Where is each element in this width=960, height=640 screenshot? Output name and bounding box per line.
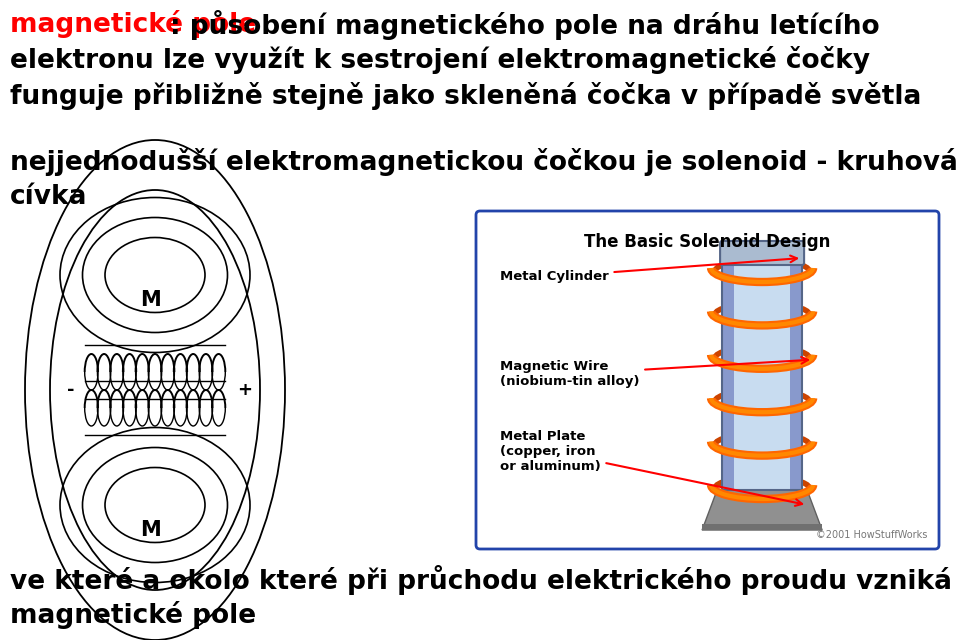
- Text: -: -: [67, 381, 75, 399]
- Text: cívka: cívka: [10, 184, 87, 210]
- Text: Magnetic Wire
(niobium-tin alloy): Magnetic Wire (niobium-tin alloy): [500, 357, 808, 388]
- Text: Metal Plate
(copper, iron
or aluminum): Metal Plate (copper, iron or aluminum): [500, 430, 803, 506]
- Text: elektronu lze využít k sestrojení elektromagnetické čočky: elektronu lze využít k sestrojení elektr…: [10, 46, 870, 74]
- Text: M: M: [139, 520, 160, 540]
- Text: Metal Cylinder: Metal Cylinder: [500, 255, 797, 283]
- Bar: [722, 253, 734, 490]
- FancyBboxPatch shape: [476, 211, 939, 549]
- Bar: [722, 253, 803, 490]
- Text: magnetické pole: magnetické pole: [10, 601, 256, 629]
- Text: magnetické pole: magnetické pole: [10, 10, 256, 38]
- Polygon shape: [702, 490, 822, 530]
- Text: M: M: [139, 290, 160, 310]
- Bar: [702, 524, 822, 530]
- Text: ©2001 HowStuffWorks: ©2001 HowStuffWorks: [816, 530, 927, 540]
- Text: funguje přibližně stejně jako skleněná čočka v případě světla: funguje přibližně stejně jako skleněná č…: [10, 82, 922, 110]
- Text: +: +: [237, 381, 252, 399]
- FancyBboxPatch shape: [720, 241, 804, 265]
- Text: ve které a okolo které při průchodu elektrického proudu vzniká: ve které a okolo které při průchodu elek…: [10, 565, 952, 595]
- Text: : působení magnetického pole na dráhu letícího: : působení magnetického pole na dráhu le…: [170, 10, 879, 40]
- Text: The Basic Solenoid Design: The Basic Solenoid Design: [585, 233, 830, 251]
- Text: nejjednodušší elektromagnetickou čočkou je solenoid - kruhová: nejjednodušší elektromagnetickou čočkou …: [10, 148, 958, 176]
- Bar: [734, 253, 790, 490]
- Bar: [790, 253, 803, 490]
